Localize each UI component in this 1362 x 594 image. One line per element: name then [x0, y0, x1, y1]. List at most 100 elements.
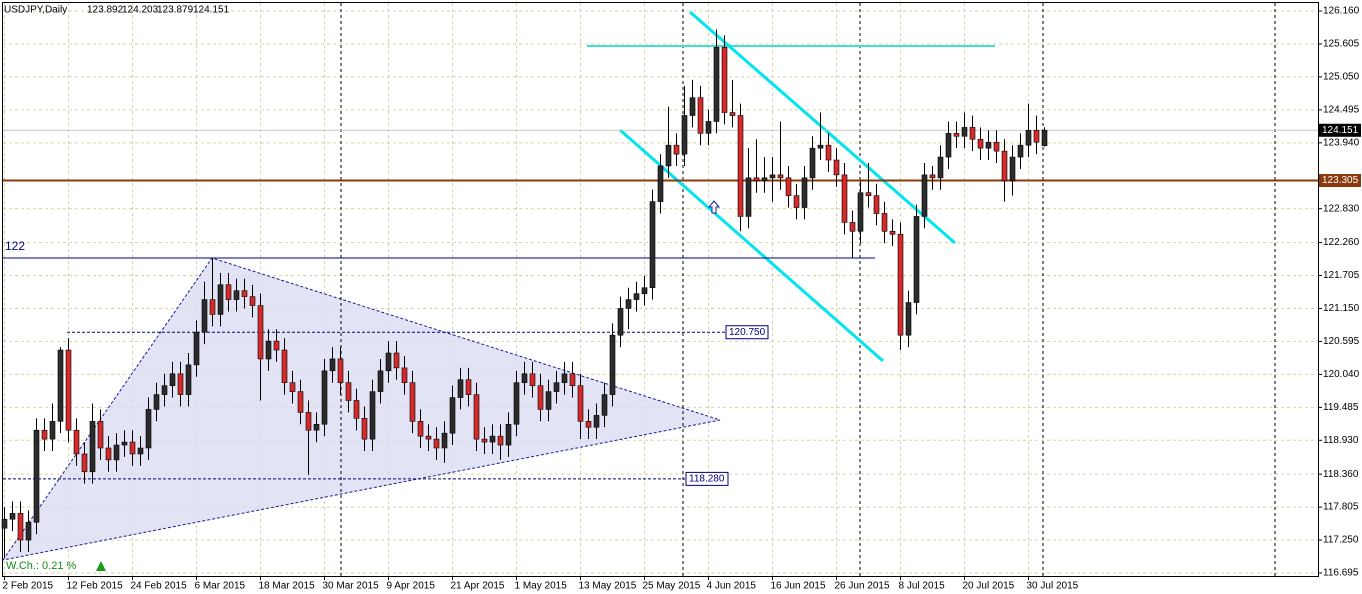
x-tick-label: 24 Feb 2015 — [131, 581, 188, 592]
y-tick-label: 125.605 — [1323, 39, 1360, 50]
candle-body — [105, 447, 112, 461]
candle-body — [217, 284, 224, 315]
candle-body — [777, 174, 784, 179]
candle-body — [1041, 129, 1048, 146]
candle-body — [33, 429, 40, 523]
current-price-box — [1319, 123, 1361, 137]
y-tick-label: 120.040 — [1323, 369, 1360, 380]
x-tick-label: 26 Jun 2015 — [835, 581, 890, 592]
candle-body — [249, 296, 256, 306]
x-tick-label: 21 Apr 2015 — [451, 581, 505, 592]
candle-body — [305, 412, 312, 431]
candle-body — [857, 192, 864, 232]
y-tick-label: 122.260 — [1323, 237, 1360, 248]
y-tick-label: 116.695 — [1323, 568, 1359, 579]
candle-body — [737, 115, 744, 217]
x-tick-label: 20 Jul 2015 — [963, 581, 1015, 592]
candle-body — [41, 429, 48, 440]
candle-body — [865, 192, 872, 196]
candle-body — [561, 373, 568, 383]
candle-body — [345, 382, 352, 401]
x-tick-label: 13 May 2015 — [579, 581, 637, 592]
weekly-change: W.Ch.: 0.21 % — [6, 560, 77, 572]
candle-body — [785, 177, 792, 196]
candle-body — [681, 115, 688, 155]
candle-body — [433, 438, 440, 449]
candle-body — [673, 144, 680, 155]
candle-body — [753, 177, 760, 182]
candle-body — [401, 367, 408, 383]
candle-body — [825, 144, 832, 161]
level-label-box — [685, 471, 729, 486]
candle-body — [25, 521, 32, 541]
candle-body — [449, 397, 456, 434]
x-tick-label: 12 Feb 2015 — [67, 581, 124, 592]
candle-body — [121, 441, 128, 446]
candle-body — [761, 177, 768, 182]
candle-body — [625, 299, 632, 309]
candle-body — [457, 379, 464, 398]
candle-body — [321, 370, 328, 425]
candle-body — [545, 391, 552, 410]
candle-body — [721, 46, 728, 113]
candle-body — [993, 141, 1000, 152]
level-label-box — [1319, 174, 1361, 188]
candle-body — [809, 147, 816, 179]
candle-body — [113, 444, 120, 461]
x-tick-label: 4 Jun 2015 — [707, 581, 757, 592]
candle-body — [265, 340, 272, 360]
candle-body — [657, 165, 664, 202]
candle-body — [177, 373, 184, 395]
channel-line — [619, 128, 884, 363]
candle-body — [985, 141, 992, 149]
x-tick-label: 16 Jun 2015 — [771, 581, 826, 592]
candle-body — [801, 177, 808, 208]
candle-body — [505, 423, 512, 446]
candle-body — [569, 373, 576, 386]
y-tick-label: 124.495 — [1323, 105, 1360, 116]
candle-body — [481, 438, 488, 443]
candle-body — [793, 195, 800, 208]
candle-body — [385, 352, 392, 372]
candle-body — [313, 423, 320, 431]
arrow-icon — [707, 200, 721, 214]
candle-body — [241, 290, 248, 297]
candle-body — [769, 174, 776, 179]
candle-body — [465, 379, 472, 395]
candle-body — [593, 415, 600, 428]
candle-body — [873, 195, 880, 214]
candle-body — [1009, 156, 1016, 182]
candle-body — [57, 349, 64, 422]
candle-body — [817, 144, 824, 149]
candle-body — [665, 144, 672, 167]
y-tick-label: 118.360 — [1323, 469, 1359, 480]
x-tick-label: 18 Mar 2015 — [259, 581, 316, 592]
candle-body — [393, 352, 400, 369]
candle-body — [577, 385, 584, 422]
candles — [1, 29, 1048, 558]
candle-body — [617, 308, 624, 336]
candle-body — [1001, 150, 1008, 182]
candle-body — [729, 112, 736, 116]
y-tick-label: 126.160 — [1323, 6, 1360, 17]
x-tick-label: 2 Feb 2015 — [3, 581, 54, 592]
candle-body — [1025, 130, 1032, 146]
candle-body — [169, 373, 176, 386]
candle-body — [281, 349, 288, 383]
x-tick-label: 25 May 2015 — [643, 581, 701, 592]
x-tick-label: 8 Jul 2015 — [899, 581, 946, 592]
level-label: 123.305 — [1322, 175, 1359, 186]
candle-body — [641, 287, 648, 294]
candle-body — [273, 340, 280, 351]
x-tick-label: 1 May 2015 — [515, 581, 568, 592]
candle-body — [929, 174, 936, 179]
candle-body — [529, 373, 536, 386]
candle-body — [633, 293, 640, 300]
candle-body — [161, 385, 168, 395]
y-tick-label: 123.940 — [1323, 137, 1360, 148]
candle-body — [833, 159, 840, 176]
x-tick-label: 30 Mar 2015 — [323, 581, 380, 592]
candle-body — [1033, 130, 1040, 143]
up-triangle-icon — [96, 561, 106, 571]
